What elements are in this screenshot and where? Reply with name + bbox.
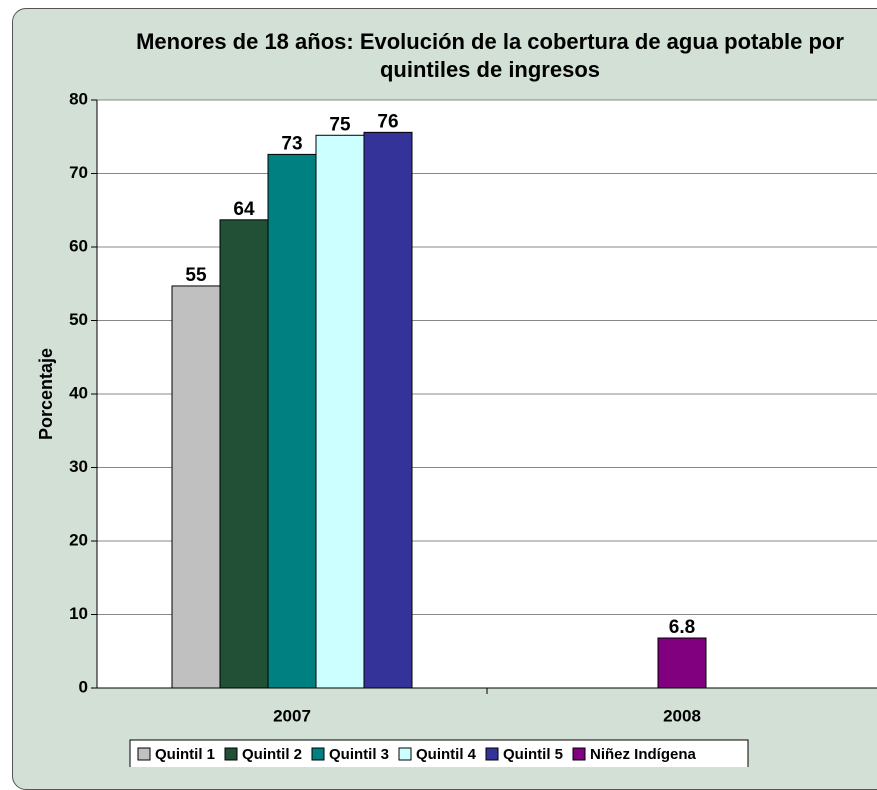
legend-label: Quintil 3: [329, 746, 389, 763]
legend-label: Quintil 2: [242, 746, 302, 763]
y-tick-label: 0: [79, 677, 88, 696]
y-tick-label: 40: [69, 383, 88, 402]
bar: [171, 285, 221, 689]
legend-swatch: [398, 747, 412, 761]
y-tick-label: 50: [69, 310, 88, 329]
legend-swatch: [224, 747, 238, 761]
bar: [219, 219, 269, 689]
y-axis-label: Porcentaje: [36, 348, 56, 440]
x-tick-label: 2007: [273, 706, 311, 725]
data-label: 76: [377, 111, 398, 132]
y-tick-label: 10: [69, 604, 88, 623]
legend-swatch: [137, 747, 151, 761]
bar: [363, 131, 413, 689]
y-tick-label: 30: [69, 457, 88, 476]
legend-swatch: [572, 747, 586, 761]
data-label: 64: [233, 199, 255, 220]
y-tick-label: 80: [69, 89, 88, 108]
page: Menores de 18 años: Evolución de la cobe…: [12, 8, 877, 790]
chart: Porcentaje 0 10 20 30 40 50 60 70 80 2007 55 64 73 75…: [36, 89, 877, 767]
bar: [267, 153, 317, 689]
legend-label: Niñez Indígena: [590, 746, 697, 763]
data-label: 75: [329, 114, 351, 135]
y-tick-label: 20: [69, 530, 88, 549]
x-tick-label: 2008: [663, 706, 701, 725]
data-label: 6.8: [669, 617, 695, 638]
data-label: 55: [185, 265, 207, 286]
legend-swatch: [311, 747, 325, 761]
legend-label: Quintil 1: [155, 746, 215, 763]
legend-label: Quintil 4: [416, 746, 477, 763]
y-tick-label: 60: [69, 236, 88, 255]
chart-title: Menores de 18 años: Evolución de la cobe…: [136, 29, 844, 82]
y-tick-label: 70: [69, 163, 88, 182]
legend-swatch: [485, 747, 499, 761]
bar: [315, 134, 365, 689]
data-label: 73: [281, 133, 302, 154]
bar: [657, 637, 707, 689]
legend-label: Quintil 5: [503, 746, 563, 763]
